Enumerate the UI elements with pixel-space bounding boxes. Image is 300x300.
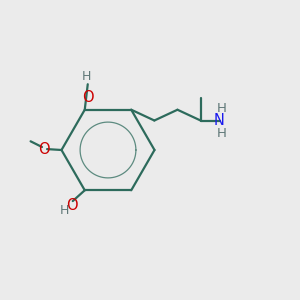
- Text: H: H: [82, 70, 91, 83]
- Text: H: H: [217, 101, 226, 115]
- Text: H: H: [60, 204, 69, 217]
- Text: O: O: [82, 90, 94, 105]
- Text: O: O: [66, 198, 78, 213]
- Text: O: O: [38, 142, 50, 157]
- Text: N: N: [214, 113, 225, 128]
- Text: H: H: [217, 127, 226, 140]
